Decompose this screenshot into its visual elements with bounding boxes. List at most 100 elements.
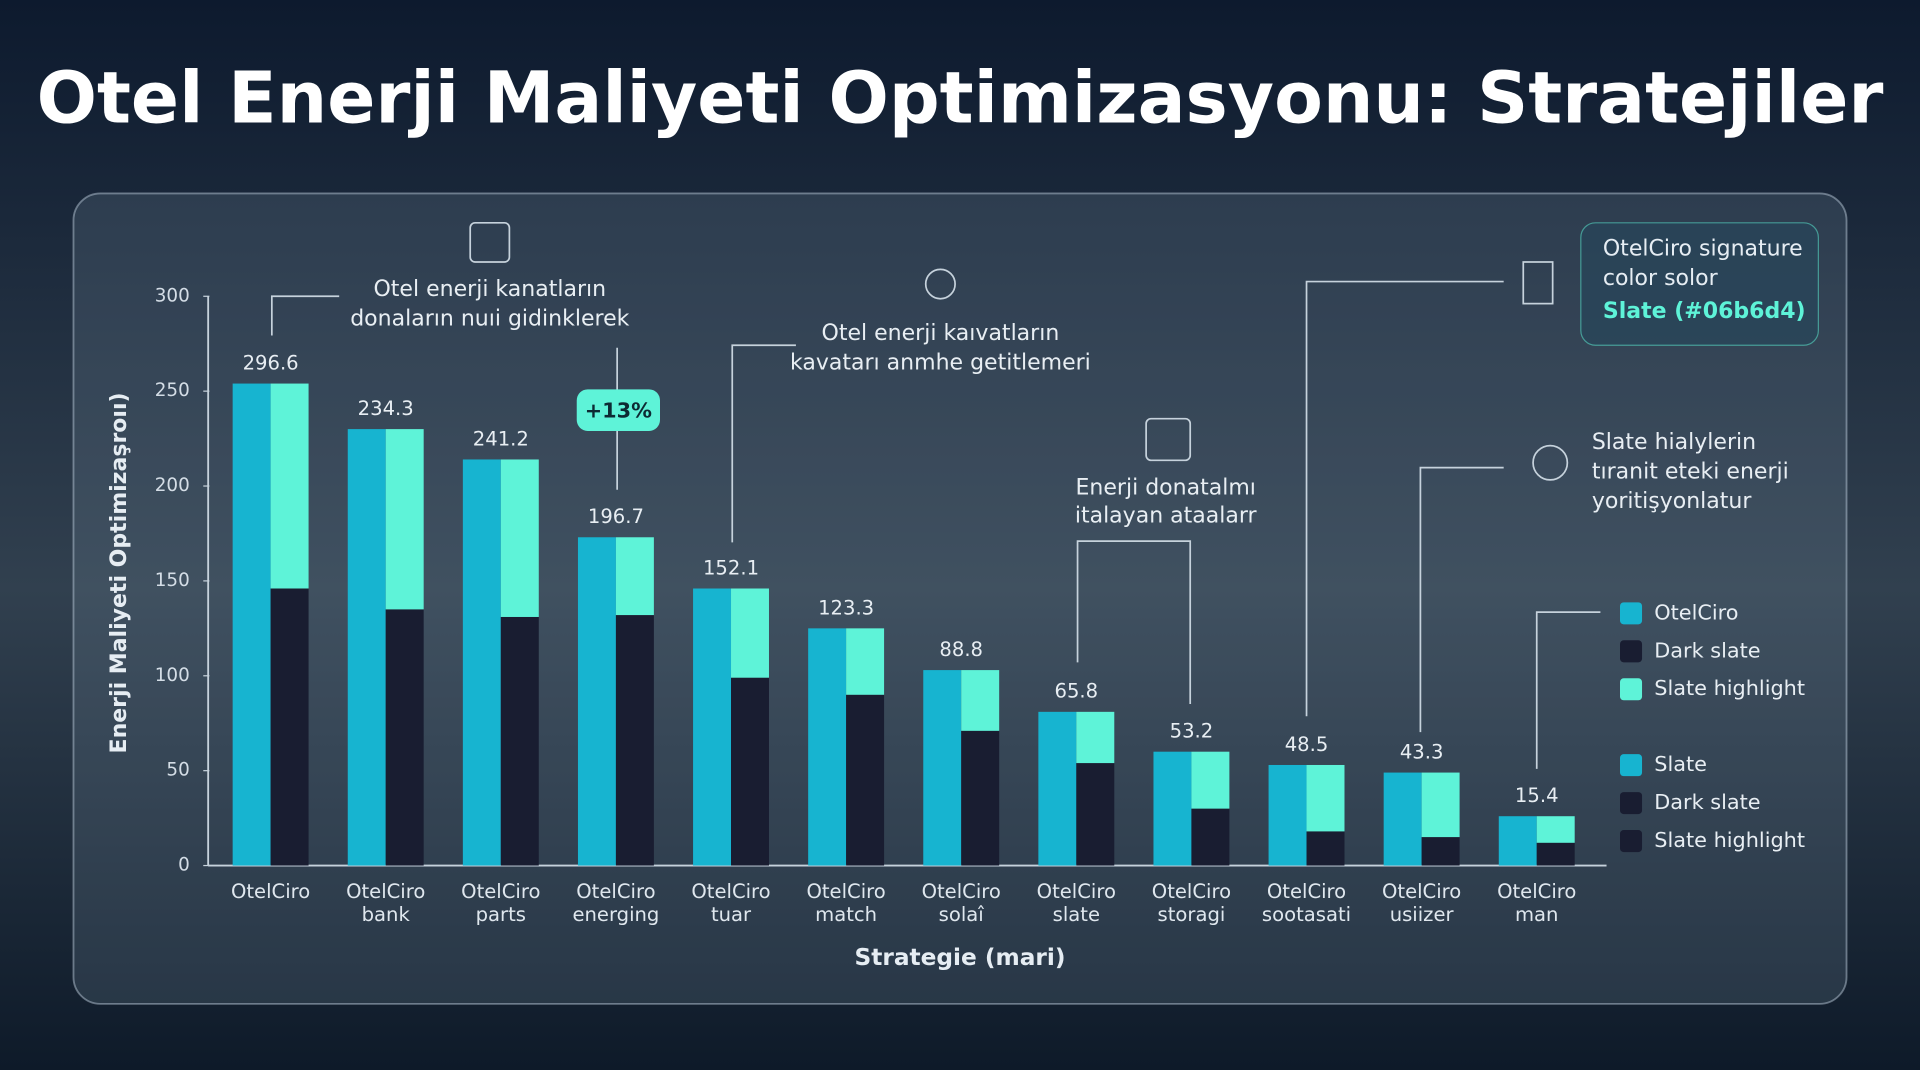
y-tick-label: 100 xyxy=(155,665,190,686)
bar-segment xyxy=(615,537,654,616)
bar-segment xyxy=(1421,837,1460,866)
bar xyxy=(1038,711,1077,866)
legend-label: Slate xyxy=(1654,752,1707,776)
icon xyxy=(1522,261,1554,305)
bar-segment xyxy=(1421,772,1460,838)
x-tick-label: OtelCiro xyxy=(1497,880,1576,903)
connector xyxy=(270,295,340,336)
legend-swatch xyxy=(1620,830,1643,853)
x-tick-label: OtelCiro xyxy=(1267,880,1346,903)
connector xyxy=(1305,280,1504,717)
bar-segment xyxy=(270,383,309,589)
x-tick-label: solaî xyxy=(939,903,985,926)
bar-label: 88.8 xyxy=(939,638,983,661)
bar xyxy=(1383,772,1422,866)
bar-segment xyxy=(1191,808,1230,866)
legend-swatch xyxy=(1620,602,1643,625)
legend-label: Dark slate xyxy=(1654,790,1760,814)
y-tick-label: 250 xyxy=(155,380,190,401)
bar-segment xyxy=(1191,751,1230,809)
bar-label: 196.7 xyxy=(588,505,644,528)
bar-segment xyxy=(385,609,424,866)
x-tick-label: OtelCiro xyxy=(346,880,425,903)
x-tick-label: slate xyxy=(1053,903,1100,926)
bar-segment xyxy=(1306,831,1345,866)
x-axis-label: Strategie (mari) xyxy=(854,944,1065,971)
callout-text: OtelCiro signature xyxy=(1603,237,1803,262)
bar-segment xyxy=(500,459,539,617)
x-tick-label: energing xyxy=(572,903,659,926)
bar-label: 53.2 xyxy=(1170,720,1214,743)
bar xyxy=(347,429,386,866)
bar-label: 48.5 xyxy=(1285,733,1329,756)
bar xyxy=(1268,764,1307,866)
icon xyxy=(1145,417,1192,462)
legend-swatch xyxy=(1620,678,1643,701)
y-tick-label: 0 xyxy=(178,855,190,876)
bar-segment xyxy=(1536,842,1575,866)
legend-label: OtelCiro xyxy=(1654,600,1738,624)
x-tick-label: OtelCiro xyxy=(1152,880,1231,903)
badge-text: +13% xyxy=(585,398,652,422)
callout-text: Slate (#06b6d4) xyxy=(1603,299,1806,324)
x-tick-label: OtelCiro xyxy=(922,880,1001,903)
legend-swatch xyxy=(1620,640,1643,663)
x-tick-label: OtelCiro xyxy=(461,880,540,903)
annotation: Otel enerji kanatların xyxy=(373,277,606,302)
x-tick-label: sootasati xyxy=(1262,903,1351,926)
bar xyxy=(232,383,271,866)
bar-label: 43.3 xyxy=(1400,740,1444,763)
legend-label: Dark slate xyxy=(1654,638,1760,662)
y-tick-label: 200 xyxy=(155,475,190,496)
annotation: Slate hialylerin xyxy=(1592,430,1756,455)
bar xyxy=(462,459,501,866)
connector xyxy=(1076,540,1192,704)
annotation: tıranit eteki enerji xyxy=(1592,460,1789,485)
legend-swatch xyxy=(1620,754,1643,777)
badge xyxy=(576,389,660,431)
icon xyxy=(1532,444,1569,481)
x-tick-label: OtelCiro xyxy=(691,880,770,903)
bar-label: 152.1 xyxy=(703,556,759,579)
y-tick-label: 300 xyxy=(155,285,190,306)
y-tick-label: 150 xyxy=(155,570,190,591)
annotation: donaların nuıi gidinklerek xyxy=(350,307,629,332)
x-tick-label: parts xyxy=(476,903,526,926)
bar-label: 296.6 xyxy=(243,351,299,374)
bar-label: 123.3 xyxy=(818,596,874,619)
y-tick-label: 50 xyxy=(166,760,189,781)
bar-segment xyxy=(961,670,1000,731)
x-tick-label: bank xyxy=(362,903,411,926)
bar-segment xyxy=(615,615,654,866)
icon xyxy=(469,221,511,263)
bar-segment xyxy=(846,694,885,866)
bar-segment xyxy=(270,588,309,866)
x-tick-label: usiizer xyxy=(1390,903,1455,926)
bar-segment xyxy=(1536,816,1575,843)
bar xyxy=(923,670,962,866)
bar xyxy=(1153,751,1192,866)
legend-label: Slate highlight xyxy=(1654,828,1805,852)
chart-title: Otel Enerji Maliyeti Optimizasyonu: Stra… xyxy=(37,56,1884,139)
bar-label: 65.8 xyxy=(1055,680,1099,703)
bar-segment xyxy=(1306,764,1345,832)
icon xyxy=(924,268,956,300)
x-tick-label: OtelCiro xyxy=(1382,880,1461,903)
x-tick-label: storagi xyxy=(1158,903,1226,926)
legend-swatch xyxy=(1620,792,1643,815)
bar-label: 234.3 xyxy=(358,397,414,420)
annotation: Otel enerji kaıvatların xyxy=(821,321,1059,346)
annotation: kavatarı anmhe getitlemeri xyxy=(790,351,1091,376)
bar-segment xyxy=(846,628,885,695)
annotation: italayan ataalarr xyxy=(1075,504,1258,529)
bar xyxy=(577,537,616,866)
connector xyxy=(731,344,796,543)
annotation: Enerji donatalmı xyxy=(1076,475,1256,500)
bar-segment xyxy=(500,616,539,866)
connector xyxy=(1535,611,1601,769)
bar-segment xyxy=(385,429,424,610)
bar xyxy=(693,588,732,866)
